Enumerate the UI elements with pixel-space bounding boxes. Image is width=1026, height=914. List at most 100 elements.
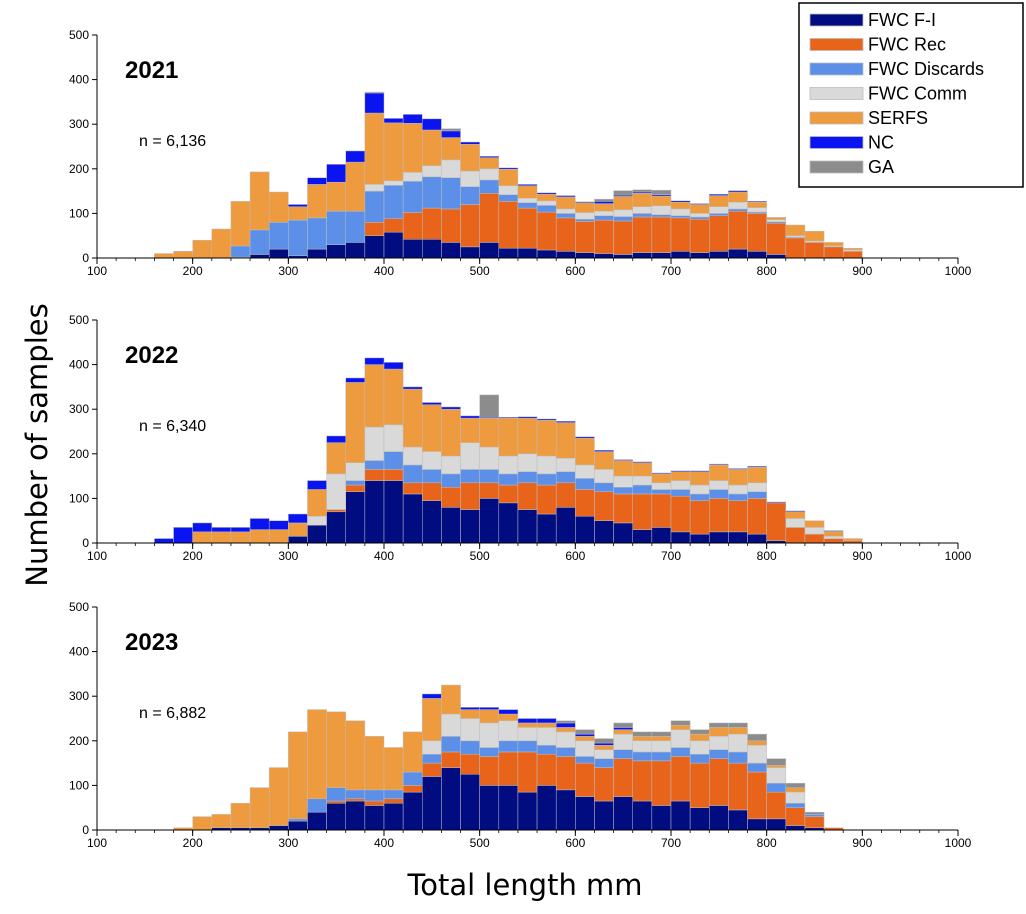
bar-segment (402, 181, 423, 213)
bar-segment (575, 464, 595, 479)
legend-swatch (809, 13, 864, 27)
bar-segment (326, 800, 346, 804)
bar-segment (804, 816, 825, 829)
bar-segment (383, 122, 404, 182)
bar-segment (785, 527, 806, 544)
bar-segment (613, 727, 633, 730)
bar-segment (785, 787, 806, 793)
bar-segment (670, 800, 691, 831)
bar-segment (307, 248, 327, 259)
bar-segment (670, 471, 691, 481)
bar-segment (460, 141, 480, 145)
x-tick-label: 100 (87, 549, 107, 563)
bar-segment (651, 482, 672, 490)
bar-segment (460, 144, 480, 172)
bar-segment (288, 522, 308, 537)
bar-segment (613, 749, 633, 759)
bar-segment (536, 205, 557, 213)
bar-segment (689, 203, 710, 205)
bar-segment (345, 377, 366, 383)
bar-segment (498, 785, 519, 831)
bar-segment (536, 249, 557, 259)
bar-segment (689, 533, 710, 544)
bar-segment (307, 489, 327, 517)
bar-segment (536, 200, 557, 206)
bar-segment (728, 809, 748, 831)
bar-segment (747, 771, 767, 820)
bar-segment (364, 112, 385, 185)
bar-segment (402, 388, 423, 448)
bar-segment (823, 246, 844, 259)
bar-segment (422, 469, 442, 484)
bar-segment (632, 493, 653, 530)
bar-segment (536, 455, 557, 475)
bar-segment (402, 493, 423, 544)
bar-segment (728, 202, 748, 210)
bar-segment (670, 480, 691, 490)
bar-segment (479, 747, 500, 757)
bar-segment (689, 470, 710, 472)
bar-segment (383, 180, 404, 186)
bar-segment (804, 533, 825, 544)
bar-segment (709, 195, 729, 207)
bar-segment (728, 208, 748, 212)
bar-segment (383, 185, 404, 220)
y-tick-label: 200 (69, 162, 89, 176)
bar-segment (594, 745, 614, 750)
bar-segment (823, 536, 844, 539)
bar-segment (326, 787, 346, 802)
bar-segment (651, 805, 672, 831)
bar-segment (364, 426, 385, 461)
y-tick-label: 100 (69, 778, 89, 792)
bar-segment (498, 417, 519, 457)
bar-segment (249, 254, 270, 259)
bar-segment (402, 239, 423, 259)
bar-segment (517, 751, 538, 793)
legend-entry-label: GA (868, 157, 894, 177)
bar-segment (364, 805, 385, 831)
bar-segment (460, 204, 480, 248)
bar-segment (402, 482, 423, 495)
bar-segment (651, 731, 672, 737)
bar-segment (479, 446, 500, 470)
bar-segment (441, 473, 461, 488)
bar-segment (517, 509, 538, 544)
bar-segment (422, 129, 442, 166)
bar-segment (766, 767, 787, 784)
bar-segment (460, 417, 480, 443)
bar-segment (498, 169, 519, 186)
y-tick-label: 300 (69, 117, 89, 131)
x-tick-label: 400 (374, 264, 394, 278)
bar-segment (326, 442, 346, 475)
bar-segment (632, 189, 653, 193)
bar-segment (728, 727, 748, 735)
bar-segment (728, 248, 748, 259)
bar-segment (689, 753, 710, 764)
bar-segment (460, 442, 480, 470)
bar-segment (498, 740, 519, 753)
bar-segment (575, 252, 595, 259)
bar-segment (632, 740, 653, 753)
bar-segment (364, 480, 385, 544)
bar-segment (345, 480, 366, 486)
bar-segment (689, 204, 710, 214)
bar-segment (192, 522, 213, 533)
bar-segment (709, 480, 729, 490)
bar-segment (651, 216, 672, 253)
bar-segment (785, 511, 806, 519)
bar-segment (498, 185, 519, 195)
bar-segment (211, 527, 232, 533)
bar-segment (498, 194, 519, 202)
bar-segment (498, 720, 519, 742)
bar-segment (651, 493, 672, 528)
bar-segment (632, 462, 653, 477)
bar-segment (460, 170, 480, 187)
bar-segment (785, 224, 806, 236)
y-tick-label: 100 (69, 491, 89, 505)
bar-segment (536, 753, 557, 786)
bar-segment (402, 386, 423, 390)
x-tick-label: 200 (183, 836, 203, 850)
bar-segment (422, 404, 442, 452)
y-tick-label: 200 (69, 734, 89, 748)
